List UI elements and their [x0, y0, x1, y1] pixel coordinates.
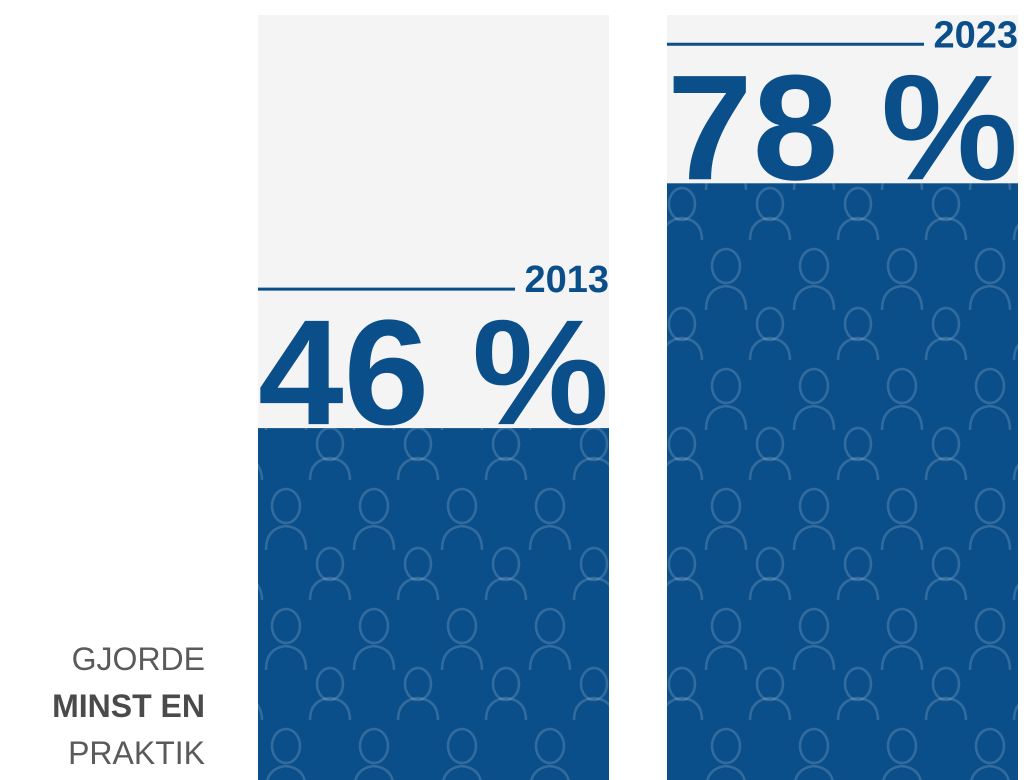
side-text-bold: MINST EN — [52, 688, 205, 724]
value-label: 78 % — [667, 43, 1018, 211]
side-text: GJORDE — [72, 641, 205, 677]
side-text: PRAKTIK — [68, 735, 205, 771]
category-label: 2013 — [524, 259, 609, 301]
value-label: 46 % — [258, 288, 609, 456]
category-label: 2023 — [933, 14, 1018, 56]
bar-pattern — [667, 183, 1018, 780]
bar-pattern — [258, 428, 609, 780]
